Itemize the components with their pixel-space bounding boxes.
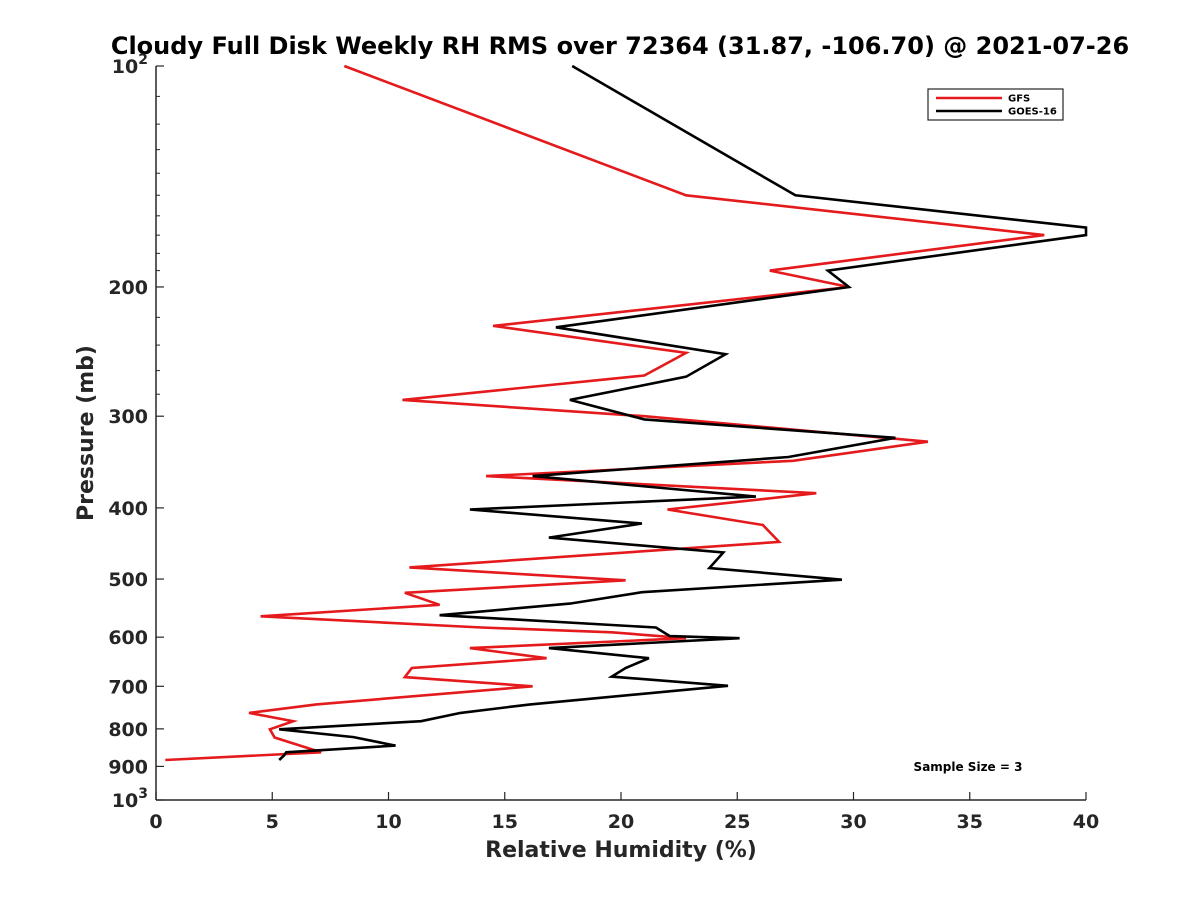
x-tick-label: 25 <box>724 811 750 833</box>
x-tick-label: 20 <box>608 811 634 833</box>
x-axis: 0 5 10 15 20 25 30 35 40 <box>149 792 1099 833</box>
y-tick-label: 900 <box>108 756 148 778</box>
legend: GFS GOES-16 <box>927 88 1064 121</box>
y-axis: 102 200 300 400 500 600 700 800 900 103 <box>108 52 164 812</box>
x-tick-label: 30 <box>840 811 866 833</box>
y-tick-label: 600 <box>108 627 148 649</box>
y-tick-label: 400 <box>108 498 148 520</box>
y-tick-label: 300 <box>108 406 148 428</box>
y-tick-label: 500 <box>108 569 148 591</box>
x-tick-label: 0 <box>149 811 162 833</box>
x-tick-label: 35 <box>957 811 983 833</box>
series-line-goes-16 <box>278 64 1088 761</box>
sample-size-annotation: Sample Size = 3 <box>914 760 1023 774</box>
x-tick-label: 5 <box>266 811 279 833</box>
y-tick-label: 700 <box>108 676 148 698</box>
y-tick-label: 102 <box>112 52 148 78</box>
plot-area <box>155 66 1086 801</box>
legend-box <box>927 88 1064 121</box>
x-tick-label: 40 <box>1073 811 1099 833</box>
legend-label: GOES-16 <box>1008 107 1057 118</box>
series-lines <box>165 64 1088 762</box>
x-tick-label: 10 <box>375 811 401 833</box>
y-axis-label: Pressure (mb) <box>74 345 99 521</box>
x-axis-label: Relative Humidity (%) <box>485 838 757 863</box>
chart-title: Cloudy Full Disk Weekly RH RMS over 7236… <box>111 32 1129 60</box>
y-tick-label: 103 <box>112 786 148 812</box>
x-tick-label: 15 <box>492 811 518 833</box>
y-tick-label: 200 <box>108 277 148 299</box>
legend-label: GFS <box>1008 94 1030 105</box>
y-tick-label: 800 <box>108 719 148 741</box>
series-line-gfs <box>165 64 1045 762</box>
